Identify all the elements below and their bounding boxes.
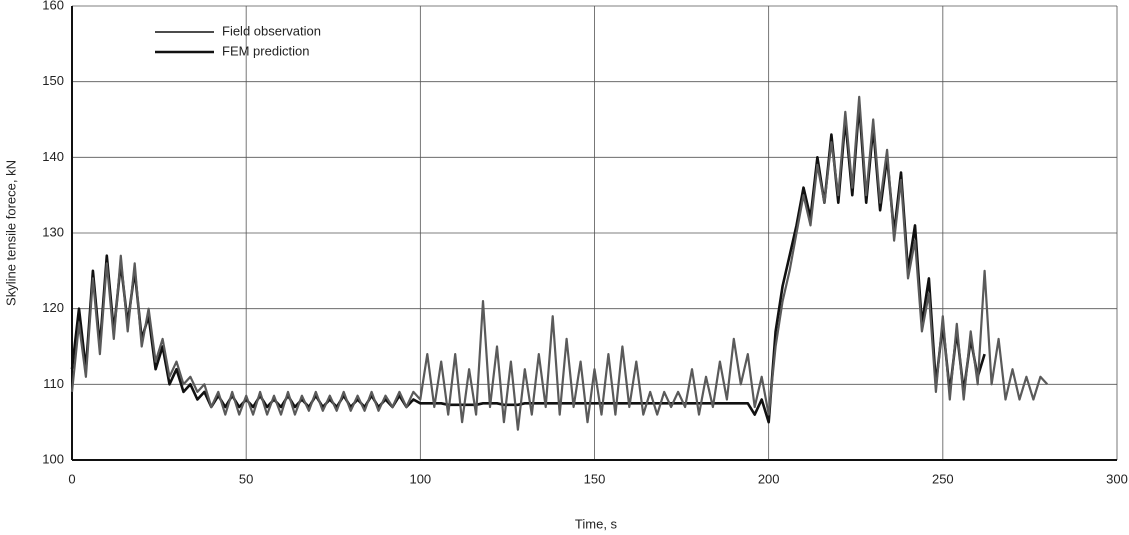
- x-tick-label: 300: [1106, 471, 1128, 486]
- y-tick-label: 150: [42, 73, 64, 88]
- x-axis-label: Time, s: [575, 516, 618, 531]
- series-line: [70, 95, 1049, 431]
- y-tick-label: 120: [42, 300, 64, 315]
- legend-label: Field observation: [222, 23, 321, 38]
- x-tick-label: 50: [239, 471, 253, 486]
- legend-label: FEM prediction: [222, 43, 309, 58]
- y-tick-label: 130: [42, 224, 64, 239]
- x-tick-label: 200: [758, 471, 780, 486]
- x-tick-label: 250: [932, 471, 954, 486]
- y-tick-label: 100: [42, 451, 64, 466]
- y-axis-label: Skyline tensile forece, kN: [3, 160, 18, 306]
- x-tick-label: 100: [409, 471, 431, 486]
- series-line: [70, 103, 986, 424]
- y-tick-label: 140: [42, 149, 64, 164]
- y-tick-label: 160: [42, 0, 64, 12]
- x-tick-label: 0: [68, 471, 75, 486]
- x-tick-label: 150: [584, 471, 606, 486]
- y-tick-label: 110: [43, 376, 64, 391]
